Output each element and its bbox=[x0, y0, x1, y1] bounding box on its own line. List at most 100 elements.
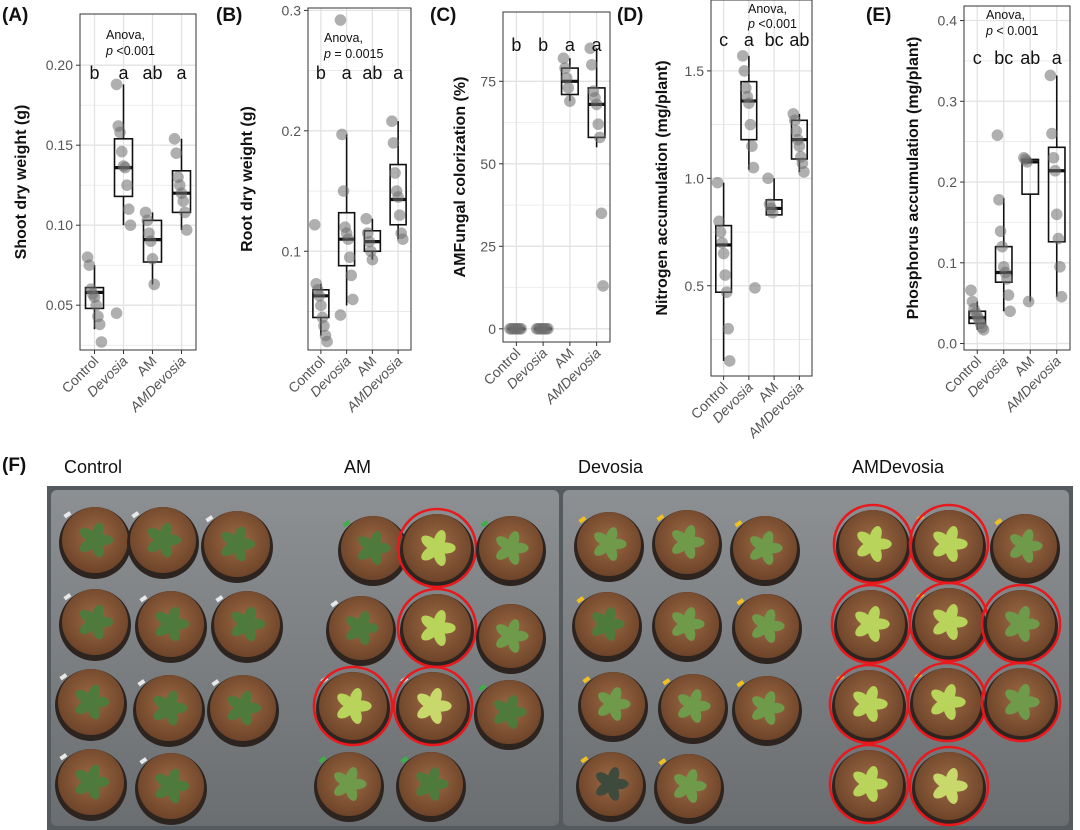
pot-tag bbox=[656, 514, 665, 522]
data-point bbox=[119, 161, 132, 174]
data-point bbox=[180, 224, 193, 236]
leaf bbox=[605, 527, 618, 546]
data-point bbox=[334, 309, 347, 321]
leaf bbox=[685, 769, 698, 788]
data-point bbox=[766, 206, 779, 219]
leaf bbox=[357, 611, 370, 630]
plant-pot bbox=[908, 745, 990, 827]
leaf bbox=[167, 768, 180, 788]
data-point bbox=[392, 191, 404, 203]
box-plot-figure: 0.050.100.150.20 bControlaDevosiaabAMaAMD… bbox=[2, 0, 1071, 441]
data-point bbox=[723, 355, 736, 367]
leaf bbox=[761, 531, 774, 550]
plant-pot bbox=[392, 665, 474, 747]
leaf bbox=[609, 687, 622, 706]
data-point bbox=[90, 299, 103, 312]
pot-tag bbox=[330, 600, 339, 608]
significance-letter: c bbox=[719, 30, 728, 50]
data-point bbox=[345, 269, 358, 282]
data-point bbox=[1046, 127, 1058, 140]
data-point bbox=[789, 114, 801, 127]
pot-tag bbox=[318, 756, 327, 764]
plant-pot bbox=[396, 507, 478, 589]
data-point bbox=[343, 251, 356, 264]
significance-letter: c bbox=[973, 48, 982, 68]
pot-tag bbox=[576, 596, 585, 604]
highlight-ring bbox=[828, 743, 910, 825]
significance-letter: a bbox=[393, 63, 404, 83]
data-point bbox=[1047, 152, 1060, 164]
plant-pot bbox=[474, 680, 544, 750]
plot-frame bbox=[79, 13, 197, 351]
plant-pot bbox=[828, 663, 910, 745]
data-point bbox=[144, 235, 157, 247]
plant-pot bbox=[127, 507, 199, 579]
leaf bbox=[505, 695, 518, 714]
plant-pot bbox=[314, 752, 384, 822]
plant-pot bbox=[135, 591, 207, 663]
y-tick-label: 75 bbox=[480, 73, 496, 89]
plant-tray-photo bbox=[47, 486, 1073, 830]
data-point bbox=[714, 226, 727, 238]
plant-pot bbox=[578, 672, 648, 742]
plant-pot bbox=[207, 675, 279, 747]
photo-group-title-devosia: Devosia bbox=[578, 457, 644, 477]
plant-pot bbox=[59, 507, 131, 579]
data-point bbox=[1044, 69, 1057, 82]
plant-pot bbox=[396, 587, 478, 669]
highlight-ring bbox=[392, 665, 474, 747]
leaf bbox=[159, 522, 172, 542]
pot-tag bbox=[478, 684, 487, 692]
highlight-ring bbox=[832, 503, 914, 585]
leaf bbox=[233, 526, 246, 546]
data-point bbox=[564, 95, 576, 107]
significance-letter: a bbox=[176, 63, 187, 83]
data-point bbox=[313, 290, 326, 302]
data-point bbox=[559, 62, 571, 74]
y-tick-label: 0.2 bbox=[282, 123, 302, 139]
data-point bbox=[396, 233, 409, 246]
pot-tag bbox=[400, 756, 409, 764]
y-tick-label: 0.20 bbox=[46, 57, 73, 73]
data-point bbox=[749, 282, 761, 294]
data-point bbox=[1004, 305, 1016, 318]
pot-tag bbox=[139, 757, 148, 765]
leaf bbox=[943, 684, 956, 704]
anova-annotation: p <0.001 bbox=[105, 44, 155, 58]
data-point bbox=[177, 195, 190, 207]
data-point bbox=[1002, 289, 1015, 301]
data-point bbox=[121, 179, 133, 191]
plant-pot bbox=[980, 583, 1062, 665]
leaf bbox=[1017, 684, 1030, 704]
leaf bbox=[167, 606, 180, 626]
data-point bbox=[720, 286, 733, 299]
data-point bbox=[717, 247, 730, 260]
pot-tag bbox=[662, 678, 671, 686]
data-point bbox=[95, 336, 108, 348]
panel-label-e: (E) bbox=[866, 5, 891, 26]
plant-pot bbox=[654, 754, 724, 824]
pot-tag bbox=[131, 511, 140, 519]
plant-pot bbox=[326, 596, 396, 666]
data-point bbox=[360, 212, 372, 225]
data-point bbox=[740, 82, 752, 94]
y-tick-label: 0.1 bbox=[938, 255, 958, 271]
leaf bbox=[345, 767, 358, 786]
y-tick-label: 0.4 bbox=[938, 13, 958, 29]
data-point bbox=[716, 236, 728, 249]
plant-pot bbox=[980, 661, 1062, 743]
pot-tag bbox=[578, 516, 587, 524]
leaf bbox=[239, 690, 252, 710]
significance-letter: ab bbox=[362, 63, 382, 83]
chart-panel-b: 0.10.20.3bControlaDevosiaabAMaAMDevosiaA… bbox=[216, 2, 412, 415]
data-point bbox=[977, 324, 990, 336]
plot-frame bbox=[307, 7, 412, 351]
data-point bbox=[562, 82, 575, 94]
y-tick-label: 0.05 bbox=[46, 297, 73, 313]
plant-pot bbox=[832, 503, 914, 585]
anova-annotation: p <0.001 bbox=[747, 17, 797, 31]
data-point bbox=[515, 323, 527, 335]
leaf bbox=[507, 531, 520, 550]
data-point bbox=[996, 240, 1008, 253]
plant-pot bbox=[908, 581, 990, 663]
